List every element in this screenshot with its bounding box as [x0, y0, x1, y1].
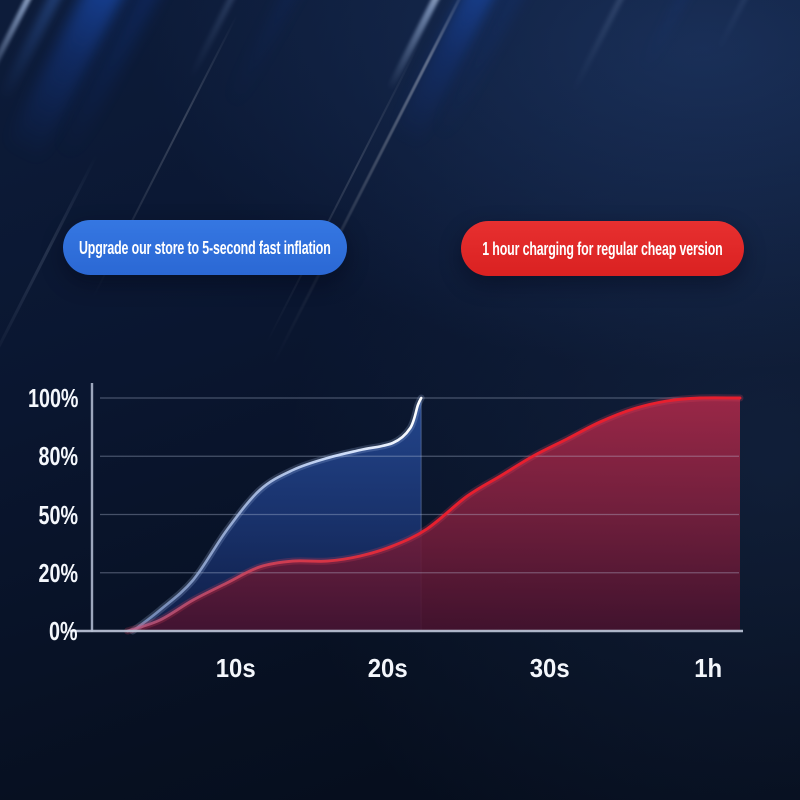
- regular-charging-badge-label: 1 hour charging for regular cheap versio…: [482, 237, 723, 259]
- x-tick-label: 30s: [505, 654, 595, 682]
- y-tick-label: 100%: [0, 384, 78, 412]
- y-tick-label: 20%: [0, 559, 78, 587]
- y-tick-label: 50%: [0, 501, 78, 529]
- fast-series-line: [131, 396, 423, 633]
- y-tick-label: 0%: [0, 617, 78, 645]
- y-tick-label-text: 20%: [38, 557, 78, 588]
- x-tick-label: 20s: [343, 654, 433, 682]
- fast-inflation-badge-label: Upgrade our store to 5-second fast infla…: [79, 236, 331, 258]
- regular-series-line: [126, 396, 742, 633]
- regular-charging-badge: 1 hour charging for regular cheap versio…: [461, 221, 744, 276]
- x-tick-label: 1h: [663, 654, 753, 682]
- x-tick-label-text: 30s: [530, 653, 571, 683]
- y-tick-label-text: 50%: [38, 499, 78, 530]
- y-tick-label-text: 0%: [49, 616, 78, 646]
- x-tick-label-text: 20s: [368, 653, 409, 683]
- y-tick-label-text: 100%: [27, 383, 78, 413]
- x-tick-label: 10s: [191, 654, 281, 682]
- x-tick-label-text: 10s: [215, 653, 256, 683]
- x-tick-label-text: 1h: [694, 653, 723, 683]
- y-tick-label-text: 80%: [38, 441, 78, 472]
- fast-inflation-badge: Upgrade our store to 5-second fast infla…: [63, 220, 347, 275]
- regular-series-area: [127, 397, 741, 631]
- y-tick-label: 80%: [0, 442, 78, 470]
